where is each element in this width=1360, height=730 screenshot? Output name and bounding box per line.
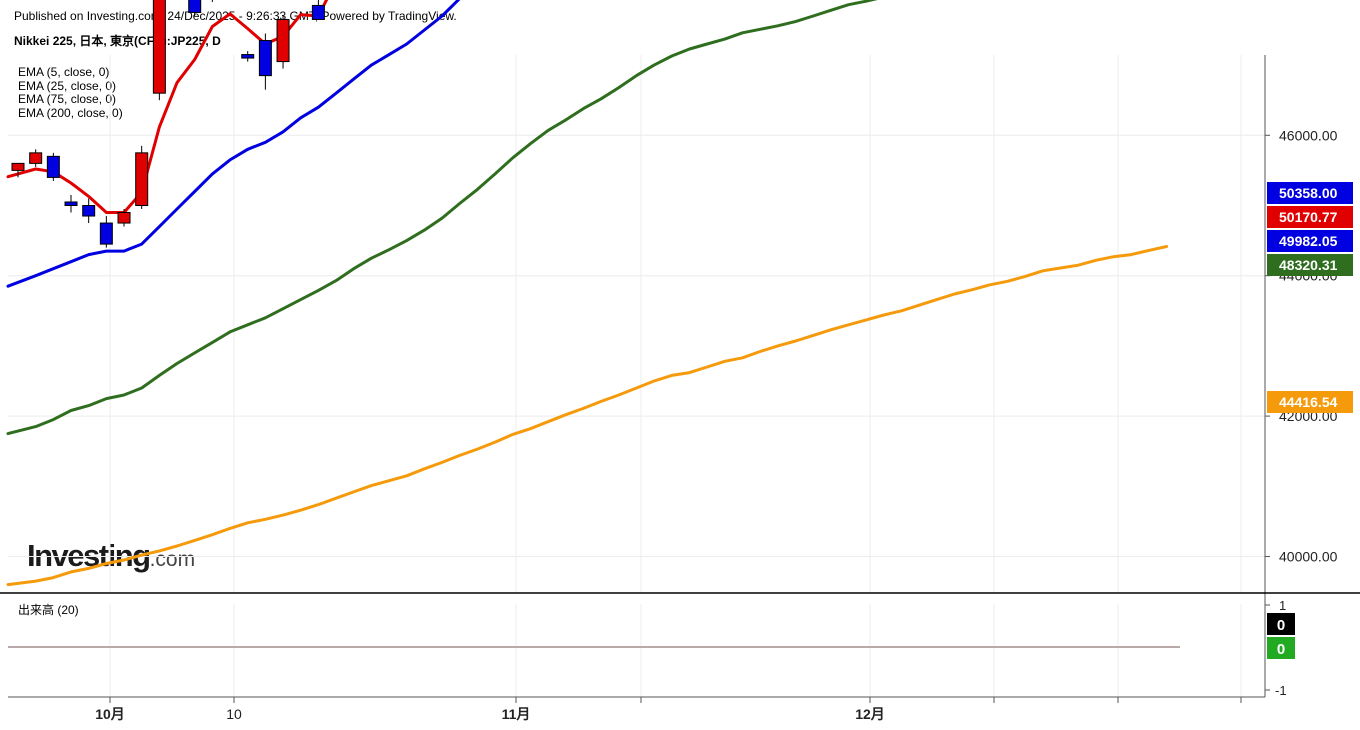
volume-value-label: 0 <box>1267 637 1295 659</box>
price-label-text: 50170.77 <box>1279 209 1338 225</box>
legend-ema-5: EMA (5, close, 0) <box>18 65 110 79</box>
ema-line-750 <box>6 0 878 436</box>
candle <box>241 51 255 62</box>
grid <box>8 55 1265 697</box>
ema-lines <box>6 0 1169 587</box>
candle <box>11 162 25 178</box>
price-label-box <box>1267 206 1353 228</box>
volume-value-box <box>1267 637 1295 659</box>
price-label: 50358.00 <box>1267 182 1353 204</box>
candle <box>46 152 60 181</box>
price-label-text: 50358.00 <box>1279 185 1338 201</box>
volume-value-box <box>1267 613 1295 635</box>
volume-value-text: 0 <box>1277 641 1285 658</box>
y-tick-label: 46000.00 <box>1279 127 1338 143</box>
candle-body <box>99 222 113 245</box>
candle <box>311 0 325 20</box>
candle <box>29 149 43 167</box>
candle <box>152 0 166 101</box>
price-label: 49982.05 <box>1267 230 1353 252</box>
candle-body <box>135 152 149 207</box>
candle <box>211 0 213 2</box>
candle-body <box>258 40 272 77</box>
candle <box>117 209 131 227</box>
price-label-box <box>1267 182 1353 204</box>
legend-ema-75: EMA (75, close, 0) <box>18 92 117 107</box>
candle-body <box>46 155 60 178</box>
price-label: 50170.77 <box>1267 206 1353 228</box>
y-tick-label: 40000.00 <box>1279 549 1338 565</box>
price-label: 44416.54 <box>1267 391 1353 413</box>
candle <box>276 15 290 69</box>
x-tick-label: 10 <box>226 706 242 722</box>
vol-tick-label: -1 <box>1275 683 1287 698</box>
volume-panel: 1 -1 0 0 <box>8 598 1295 698</box>
volume-label: 出来高 (20) <box>18 603 79 617</box>
price-label: 48320.31 <box>1267 254 1353 276</box>
published-note: Published on Investing.com, 24/Dec/2025 … <box>14 9 457 23</box>
instrument-title: Nikkei 225, 日本, 東京(CFD):JP225, D <box>14 34 221 48</box>
ema-line-250 <box>6 0 461 288</box>
ema-line-50 <box>6 0 329 214</box>
candle-body <box>11 162 25 171</box>
candle <box>188 0 202 16</box>
logo-suffix: .com <box>149 548 196 571</box>
legend-ema-200: EMA (200, close, 0) <box>18 105 123 120</box>
candle <box>135 145 149 210</box>
vol-tick-label: 1 <box>1279 598 1286 613</box>
candle <box>64 194 78 213</box>
ema-legend: EMA (5, close, 0) EMA (25, close, 0) EMA… <box>18 65 123 120</box>
price-label-text: 44416.54 <box>1279 394 1338 410</box>
x-tick-label: 10月 <box>95 706 125 722</box>
x-tick-label: 11月 <box>502 706 531 722</box>
candle <box>99 216 113 248</box>
price-label-text: 49982.05 <box>1279 233 1338 249</box>
y-axis: 54000.0052000.0046000.0044000.0042000.00… <box>1265 127 1353 565</box>
x-axis: 10月 10 11月 12月 <box>95 697 1242 722</box>
ema-line-200 <box>6 245 1169 587</box>
candle-body <box>311 4 325 20</box>
candle <box>82 198 96 224</box>
volume-value-label: 0 <box>1267 613 1295 635</box>
candle-body <box>29 152 43 164</box>
candle-body <box>188 0 202 13</box>
candles <box>11 0 325 248</box>
candle-body <box>241 54 255 59</box>
price-label-text: 48320.31 <box>1279 257 1338 273</box>
candle-body <box>82 205 96 217</box>
candle-body <box>276 18 290 63</box>
candle-body <box>117 212 131 224</box>
candle-body <box>64 201 78 207</box>
volume-value-text: 0 <box>1277 617 1285 634</box>
legend-ema-25: EMA (25, close, 0) <box>18 78 117 93</box>
price-label-box <box>1267 391 1353 413</box>
x-tick-label: 12月 <box>855 706 885 722</box>
candle <box>258 33 272 90</box>
candle-body <box>152 0 166 94</box>
price-label-box <box>1267 254 1353 276</box>
price-label-box <box>1267 230 1353 252</box>
chart-frame <box>0 55 1360 698</box>
